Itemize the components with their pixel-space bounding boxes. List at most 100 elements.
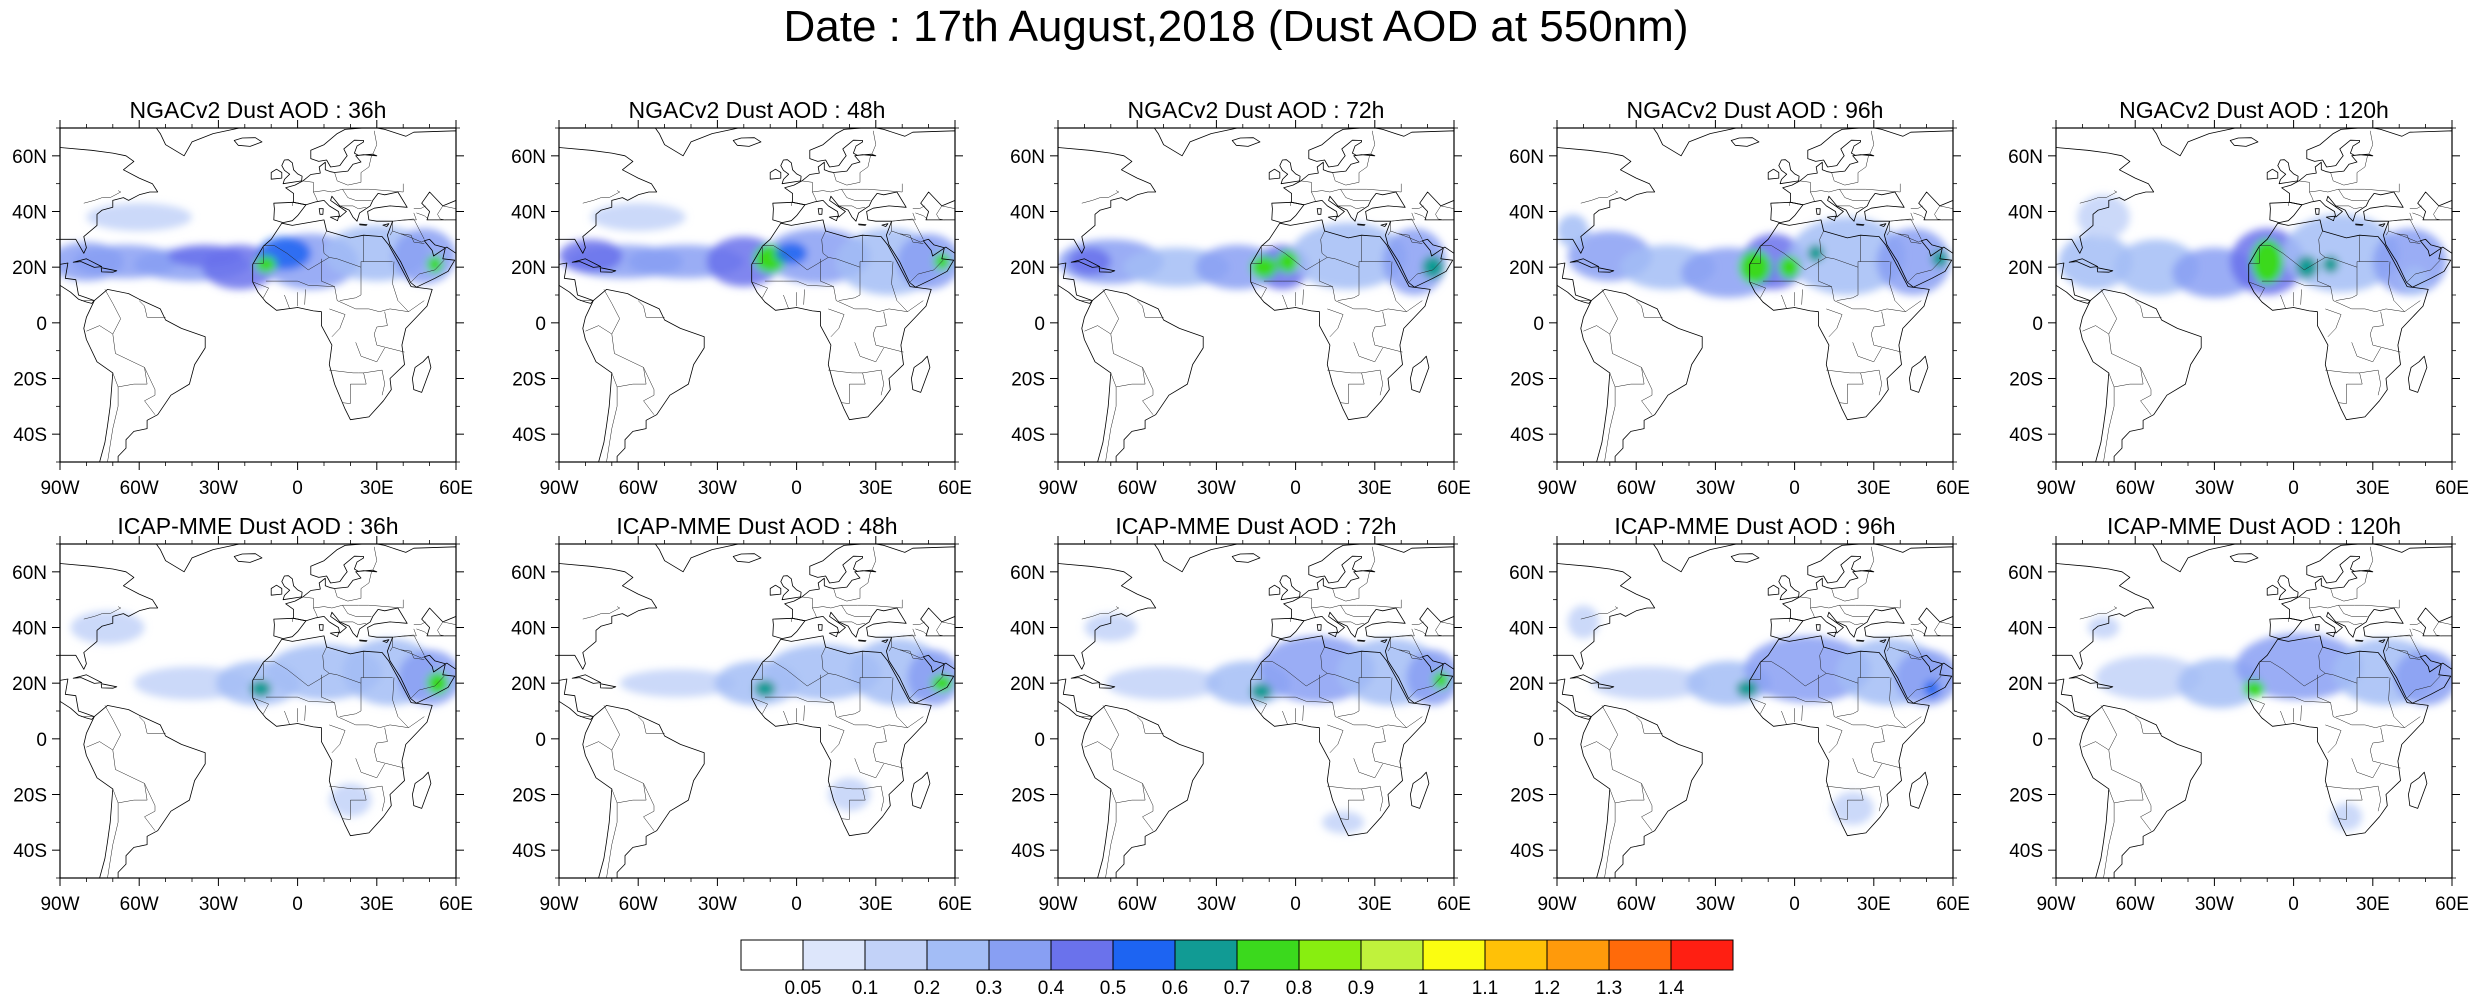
coastline [1268, 168, 1281, 180]
border-line [1831, 571, 1869, 602]
lat-tick-label: 0 [2032, 314, 2043, 335]
border-line [1907, 676, 1942, 699]
coastlines [1557, 544, 1953, 878]
dust-plume [1778, 256, 1800, 279]
border-line [1889, 230, 1922, 243]
border-line [2325, 785, 2363, 820]
map-panel: NGACv2 Dust AOD : 36h 90W 60W 30W 0 30E 60E 60N… [12, 97, 473, 499]
border-line [1910, 621, 1923, 625]
border-line [1105, 386, 1117, 462]
border-line [2406, 676, 2441, 699]
lat-tick-label: 60N [12, 147, 47, 168]
border-line [2335, 683, 2358, 717]
border-line [389, 628, 417, 652]
dust-plume [1406, 649, 1454, 706]
coastlines [60, 544, 456, 878]
lon-tick-label: 30W [2195, 478, 2234, 499]
border-line [2261, 280, 2405, 312]
border-line [376, 344, 405, 353]
border-line [1913, 212, 1926, 220]
coastline [155, 544, 240, 573]
border-line [1897, 649, 1922, 660]
lat-tick-label: 60N [2008, 563, 2043, 584]
border-line [2433, 205, 2452, 221]
border-line [1860, 369, 1882, 396]
border-line [2388, 634, 2421, 656]
coastline [582, 289, 705, 462]
dust-plume [1382, 228, 1447, 295]
dust-plume [2077, 194, 2130, 240]
coastline [881, 639, 889, 643]
border-line [322, 230, 330, 258]
colorbar-label: 1.3 [1596, 978, 1622, 995]
lon-tick-label: 90W [1038, 478, 1077, 499]
coastline [270, 584, 283, 596]
lon-tick-label: 90W [1537, 478, 1576, 499]
coastline [1231, 137, 1261, 147]
coastline [599, 683, 617, 689]
borders [2077, 546, 2452, 878]
border-line [274, 661, 393, 687]
border-line [334, 571, 372, 602]
dust-field [1567, 605, 1953, 826]
lon-tick-label: 30E [859, 478, 893, 499]
coastline [817, 208, 823, 215]
dust-plume [2372, 228, 2447, 295]
lon-tick-label: 60E [938, 894, 972, 915]
border-line [838, 683, 861, 717]
border-line [372, 546, 378, 571]
border-line [2309, 599, 2400, 609]
border-line [83, 606, 122, 620]
lat-tick-label: 20N [1509, 674, 1544, 695]
lat-tick-label: 40N [2008, 203, 2043, 224]
coastline [100, 267, 118, 273]
border-line [2388, 230, 2421, 243]
border-line [1636, 716, 1663, 734]
border-line [1084, 705, 1119, 751]
border-line [1337, 621, 1365, 625]
coastline [1580, 705, 1703, 878]
lat-tick-label: 0 [36, 730, 47, 751]
border-line [1137, 300, 1164, 318]
border-line [1142, 367, 1154, 415]
lon-tick-label: 0 [2288, 894, 2299, 915]
coastline [359, 223, 368, 226]
dust-plume [2058, 233, 2133, 290]
map-panel: ICAP-MME Dust AOD : 96h 90W 60W 30W 0 30E 60E 6… [1509, 513, 1970, 915]
border-line [1302, 705, 1304, 721]
lat-tick-label: 40N [12, 203, 47, 224]
border-line [342, 189, 372, 201]
lat-tick-label: 20S [512, 786, 546, 807]
border-line [1781, 710, 1787, 725]
coastline [1250, 635, 1431, 837]
border-line [915, 212, 928, 220]
border-line [252, 281, 269, 298]
border-line [1371, 311, 1386, 346]
lat-tick-label: 40N [12, 619, 47, 640]
coastline [2229, 137, 2259, 147]
coastlines [1058, 128, 1454, 462]
lon-tick-label: 60E [938, 478, 972, 499]
border-line [2270, 661, 2389, 687]
border-line [1889, 218, 1922, 240]
dust-plume [754, 680, 776, 698]
coastline [2281, 128, 2452, 288]
border-line [1836, 683, 1859, 717]
lon-tick-label: 30E [360, 894, 394, 915]
border-line [2359, 785, 2381, 812]
coastline [1410, 355, 1430, 393]
coastline [881, 223, 889, 227]
border-line [2330, 155, 2368, 186]
coastline [318, 208, 324, 215]
border-line [1749, 661, 1772, 680]
map-panel: NGACv2 Dust AOD : 72h 90W 60W 30W 0 30E 60E 60N… [1010, 97, 1471, 499]
border-line [2317, 258, 2331, 287]
coastline [1283, 128, 1454, 288]
border-line [1302, 289, 1304, 305]
lon-tick-label: 90W [1537, 894, 1576, 915]
coastline [2266, 584, 2279, 596]
border-line [2335, 621, 2363, 625]
border-line [252, 245, 275, 264]
colorbar-swatch [1546, 939, 1610, 971]
border-line [1826, 785, 1864, 820]
